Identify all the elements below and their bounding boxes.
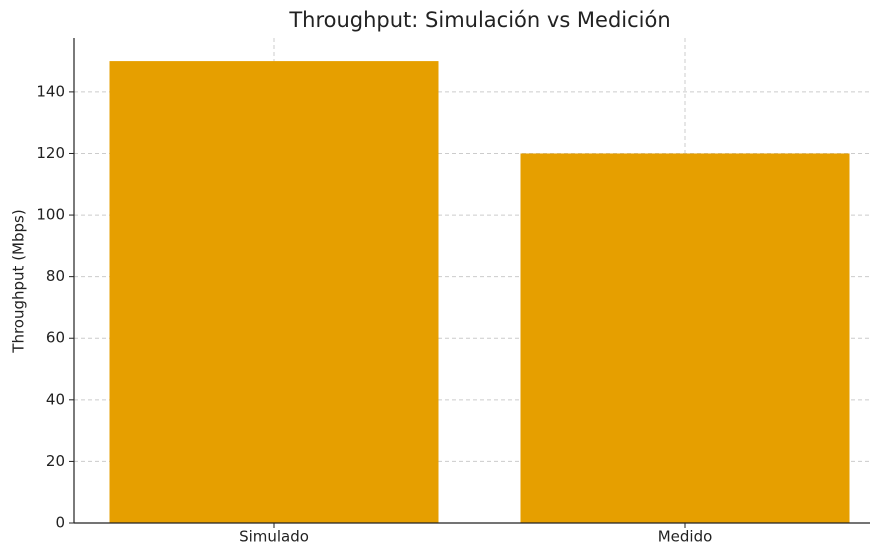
- y-tick-label: 40: [46, 390, 65, 408]
- x-tick-label: Simulado: [239, 528, 309, 546]
- chart-title: Throughput: Simulación vs Medición: [288, 8, 670, 32]
- y-tick-label: 60: [46, 329, 65, 347]
- y-tick-label: 20: [46, 452, 65, 470]
- y-tick-label: 0: [55, 514, 65, 532]
- y-tick-label: 120: [36, 144, 65, 162]
- y-tick-label: 140: [36, 82, 65, 100]
- bar: [520, 153, 850, 523]
- x-tick-label: Medido: [658, 528, 713, 546]
- bar: [109, 61, 439, 523]
- y-tick-label: 100: [36, 206, 65, 224]
- y-tick-label: 80: [46, 267, 65, 285]
- y-axis-label: Throughput (Mbps): [10, 209, 28, 353]
